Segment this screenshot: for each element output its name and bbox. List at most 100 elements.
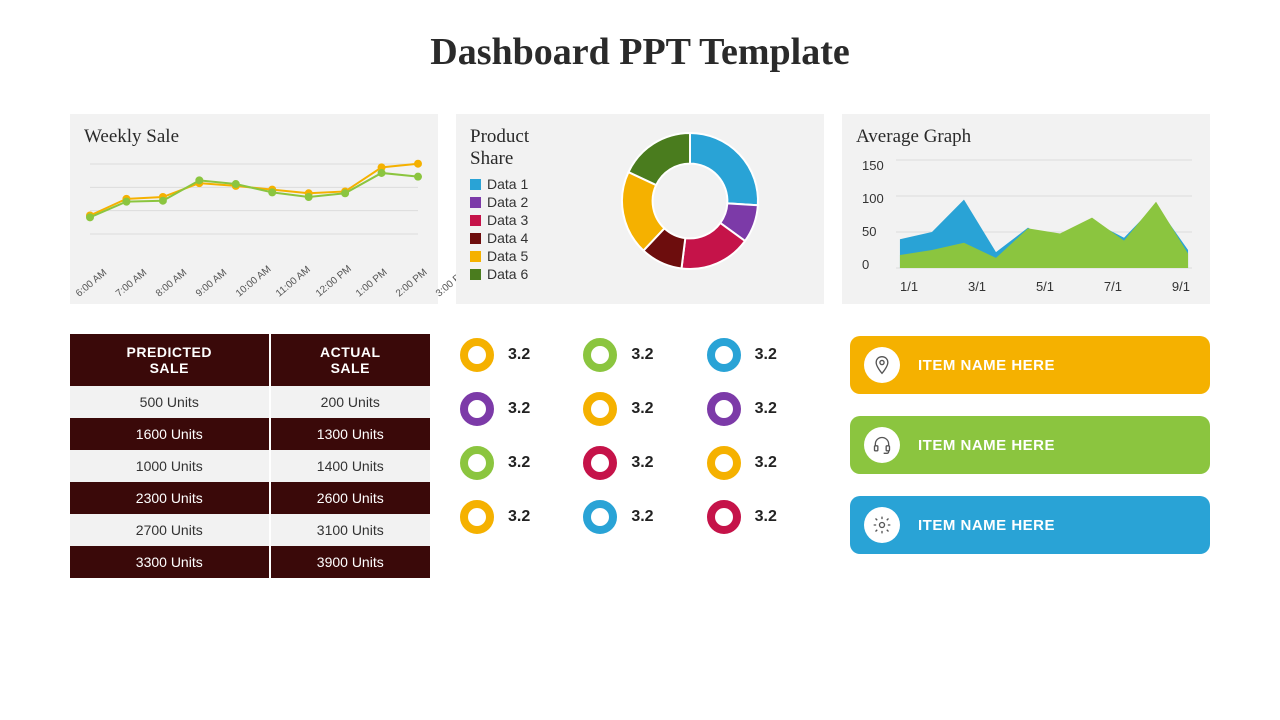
legend-label: Data 4 [487,230,528,246]
ring-value: 3.2 [631,346,653,364]
avg-x-tick: 1/1 [900,279,918,294]
ring-value: 3.2 [755,346,777,364]
ring-item: 3.2 [707,338,820,372]
ring-item: 3.2 [460,446,573,480]
table-cell: 3900 Units [270,546,430,578]
sales-table-col: PREDICTEDSALEACTUALSALE 500 Units200 Uni… [70,334,430,578]
legend-item: Data 5 [470,248,560,264]
gear-icon [864,507,900,543]
average-graph-chart: 150100500 1/13/15/17/19/1 [856,154,1196,294]
legend-item: Data 4 [470,230,560,246]
ring-item: 3.2 [583,446,696,480]
avg-x-tick: 9/1 [1172,279,1190,294]
table-cell: 2600 Units [270,482,430,514]
weekly-sale-title: Weekly Sale [84,126,424,148]
item-label: ITEM NAME HERE [918,437,1055,454]
product-share-legend: Data 1 Data 2 Data 3 Data 4 Data 5 Data 6 [470,176,560,282]
legend-label: Data 1 [487,176,528,192]
weekly-x-tick: 6:00 AM [74,291,81,299]
average-graph-panel: Average Graph 150100500 1/13/15/17/19/1 [842,114,1210,304]
ring-item: 3.2 [583,500,696,534]
ring-icon [460,500,494,534]
legend-swatch [470,251,481,262]
ring-item: 3.2 [583,338,696,372]
table-cell: 1300 Units [270,418,430,450]
item-bars-col: ITEM NAME HERE ITEM NAME HERE ITEM NAME HE… [850,334,1210,578]
item-bar[interactable]: ITEM NAME HERE [850,496,1210,554]
legend-swatch [470,179,481,190]
ring-item: 3.2 [460,338,573,372]
table-cell: 3100 Units [270,514,430,546]
product-share-donut [570,126,810,276]
ring-icon [583,500,617,534]
avg-x-tick: 7/1 [1104,279,1122,294]
table-row: 3300 Units3900 Units [70,546,430,578]
ring-item: 3.2 [707,500,820,534]
weekly-x-tick: 12:00 PM [314,291,321,299]
weekly-x-tick: 9:00 AM [194,291,201,299]
legend-label: Data 6 [487,266,528,282]
ring-icon [583,392,617,426]
ring-item: 3.2 [460,500,573,534]
table-cell: 2700 Units [70,514,270,546]
ring-icon [707,338,741,372]
page-title: Dashboard PPT Template [70,30,1210,74]
table-row: 500 Units200 Units [70,386,430,418]
weekly-sale-panel: Weekly Sale 6:00 AM 7:00 AM 8:00 AM 9:00 AM… [70,114,438,304]
table-cell: 1000 Units [70,450,270,482]
table-row: 2300 Units2600 Units [70,482,430,514]
table-row: 1600 Units1300 Units [70,418,430,450]
weekly-x-tick: 11:00 AM [274,291,281,299]
ring-icon [707,500,741,534]
legend-label: Data 3 [487,212,528,228]
table-cell: 1600 Units [70,418,270,450]
ring-value: 3.2 [508,400,530,418]
table-header: PREDICTEDSALE [70,334,270,386]
ring-icon [460,446,494,480]
table-cell: 500 Units [70,386,270,418]
table-cell: 1400 Units [270,450,430,482]
table-header: ACTUALSALE [270,334,430,386]
sales-table: PREDICTEDSALEACTUALSALE 500 Units200 Uni… [70,334,430,578]
table-row: 2700 Units3100 Units [70,514,430,546]
ring-icon [460,392,494,426]
ring-icon [707,446,741,480]
legend-swatch [470,197,481,208]
table-cell: 2300 Units [70,482,270,514]
bottom-row: PREDICTEDSALEACTUALSALE 500 Units200 Uni… [70,334,1210,578]
ring-value: 3.2 [631,400,653,418]
pin-icon [864,347,900,383]
item-label: ITEM NAME HERE [918,357,1055,374]
ring-grid-col: 3.2 3.2 3.2 3.2 3.2 3.2 3.2 3.2 3.2 3.2 3.2 3.2 [460,334,820,578]
legend-swatch [470,215,481,226]
average-graph-title: Average Graph [856,126,1196,148]
ring-icon [707,392,741,426]
ring-item: 3.2 [583,392,696,426]
weekly-x-tick: 2:00 PM [394,291,401,299]
avg-y-tick: 50 [862,224,884,239]
ring-value: 3.2 [508,508,530,526]
item-bar[interactable]: ITEM NAME HERE [850,336,1210,394]
top-panel-row: Weekly Sale 6:00 AM 7:00 AM 8:00 AM 9:00 AM… [70,114,1210,304]
legend-label: Data 2 [487,194,528,210]
avg-x-tick: 3/1 [968,279,986,294]
ring-item: 3.2 [460,392,573,426]
avg-y-tick: 100 [862,191,884,206]
ring-item: 3.2 [707,446,820,480]
ring-value: 3.2 [755,400,777,418]
ring-value: 3.2 [755,454,777,472]
item-label: ITEM NAME HERE [918,517,1055,534]
avg-y-tick: 0 [862,257,884,272]
weekly-x-tick: 7:00 AM [114,291,121,299]
item-bar[interactable]: ITEM NAME HERE [850,416,1210,474]
ring-icon [583,446,617,480]
legend-swatch [470,233,481,244]
weekly-x-tick: 8:00 AM [154,291,161,299]
weekly-sale-chart [84,154,424,264]
ring-icon [583,338,617,372]
ring-value: 3.2 [631,454,653,472]
ring-grid: 3.2 3.2 3.2 3.2 3.2 3.2 3.2 3.2 3.2 3.2 3.2 3.2 [460,334,820,534]
weekly-x-tick: 1:00 PM [354,291,361,299]
ring-item: 3.2 [707,392,820,426]
ring-value: 3.2 [508,454,530,472]
